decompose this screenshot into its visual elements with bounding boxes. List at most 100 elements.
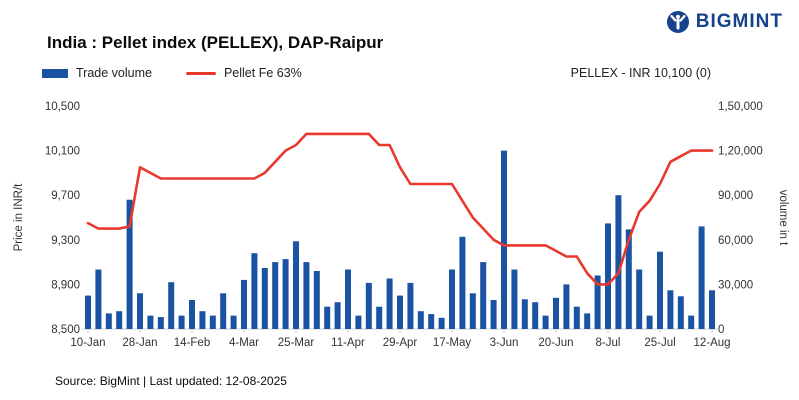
left-axis-tick-label: 8,900 [51,279,80,291]
right-axis-tick-label: 1,50,000 [718,101,763,113]
volume-bar [386,278,393,329]
volume-bar [636,269,643,329]
source-note: Source: BigMint | Last updated: 12-08-20… [55,374,287,388]
volume-bar [459,236,466,329]
x-axis-tick-label: 12-Aug [693,337,730,349]
right-axis-tick-label: 0 [718,324,724,336]
volume-bar [324,306,331,329]
bigmint-logo: BIGMINT [666,10,783,34]
volume-bar [511,269,518,329]
x-axis-tick-label: 4-Mar [229,337,259,349]
x-axis-tick-label: 14-Feb [174,337,210,349]
bigmint-logo-text: BIGMINT [695,11,783,32]
x-axis-tick-marks [87,329,713,333]
volume-bar [199,311,206,329]
volume-bar [677,296,684,329]
pellex-current-value: PELLEX - INR 10,100 (0) [570,66,711,80]
volume-bar [542,315,549,329]
volume-bar [501,150,507,329]
bigmint-logo-icon [666,11,689,33]
volume-bar [365,282,372,329]
volume-bar [449,269,455,329]
right-axis-tick-label: 60,000 [718,235,753,247]
legend-row: Trade volume Pellet Fe 63% PELLEX - INR … [42,66,711,80]
volume-bar [594,275,601,329]
price-line [86,132,714,286]
volume-bar [397,295,403,329]
x-axis-tick-label: 25-Jul [644,337,675,349]
right-axis-tick-label: 90,000 [718,190,753,202]
volume-bar [625,229,632,329]
legend-item-trade-volume[interactable]: Trade volume [42,66,152,80]
volume-bar [272,262,279,329]
volume-bar [105,313,112,329]
left-axis-tick-label: 9,700 [51,190,80,202]
volume-bar [178,315,185,329]
x-axis-tick-label: 17-May [433,337,472,349]
volume-bar [688,315,695,329]
volume-bars-series [85,150,715,329]
left-axis-tick-label: 10,100 [45,146,80,158]
volume-bar [168,282,175,329]
chart-title: India : Pellet index (PELLEX), DAP-Raipu… [47,33,384,52]
trade-volume-swatch [42,68,68,78]
volume-bar [334,302,341,329]
right-axis-title: volume in t [777,190,789,246]
left-axis-title: Price in INR/t [13,183,25,252]
x-axis-tick-label: 3-Jun [490,337,519,349]
pellet-line-swatch [185,71,216,75]
volume-bar [303,262,310,329]
right-axis-tick-label: 1,20,000 [718,146,763,158]
volume-bar [230,315,237,329]
volume-bar [241,279,247,329]
volume-bar [417,311,424,329]
x-axis-tick-label: 11-Apr [331,337,365,349]
volume-bar [147,315,154,329]
volume-bar [85,295,91,329]
volume-bar [438,317,445,329]
volume-bar [480,262,487,329]
x-axis-tick-label: 8-Jul [596,337,621,349]
volume-bar [469,293,476,329]
volume-bar [116,311,123,329]
volume-bar [563,284,570,329]
volume-bar [126,199,133,329]
volume-bar [490,300,497,329]
volume-bar [376,306,383,329]
x-axis-tick-label: 29-Apr [383,337,418,349]
x-axis-tick-label: 20-Jun [538,337,573,349]
x-axis-tick-label: 28-Jan [122,337,157,349]
volume-bar [157,317,164,329]
pellet-fe63-label: Pellet Fe 63% [223,66,302,80]
volume-bar [251,253,258,329]
volume-bar [615,195,622,329]
volume-bar [573,306,580,329]
volume-bar [282,259,289,329]
volume-bar [698,226,705,329]
volume-bar [355,315,362,329]
volume-bar [657,251,663,329]
x-axis-labels: 10-Jan 28-Jan 14-Feb 4-Mar 25-Mar 11-Apr 29-Ap… [70,337,730,349]
volume-bar [407,282,414,329]
left-axis-tick-labels: 8,500 8,900 9,300 9,700 10,100 10,500 [45,101,80,336]
chart-canvas: 8,500 8,900 9,300 9,700 10,100 10,500 0 30,000 6… [13,101,789,349]
x-axis-tick-label: 25-Mar [278,337,315,349]
left-axis-tick-label: 9,300 [51,235,80,247]
volume-bar [345,269,351,329]
volume-bar [137,293,143,329]
volume-bar [428,314,435,329]
right-axis-tick-labels: 0 30,000 60,000 90,000 1,20,000 1,50,000 [718,101,763,336]
volume-bar [605,223,611,329]
volume-bar [667,290,674,329]
trade-volume-label: Trade volume [76,66,152,80]
volume-bar [584,313,591,329]
volume-bar [209,315,216,329]
left-axis-tick-label: 8,500 [51,324,80,336]
volume-bar [261,268,268,329]
volume-bar [95,269,102,329]
x-axis-tick-label: 10-Jan [70,337,105,349]
volume-bar [709,290,715,329]
legend-item-pellet-fe63[interactable]: Pellet Fe 63% [185,66,302,80]
volume-bar [293,241,299,329]
